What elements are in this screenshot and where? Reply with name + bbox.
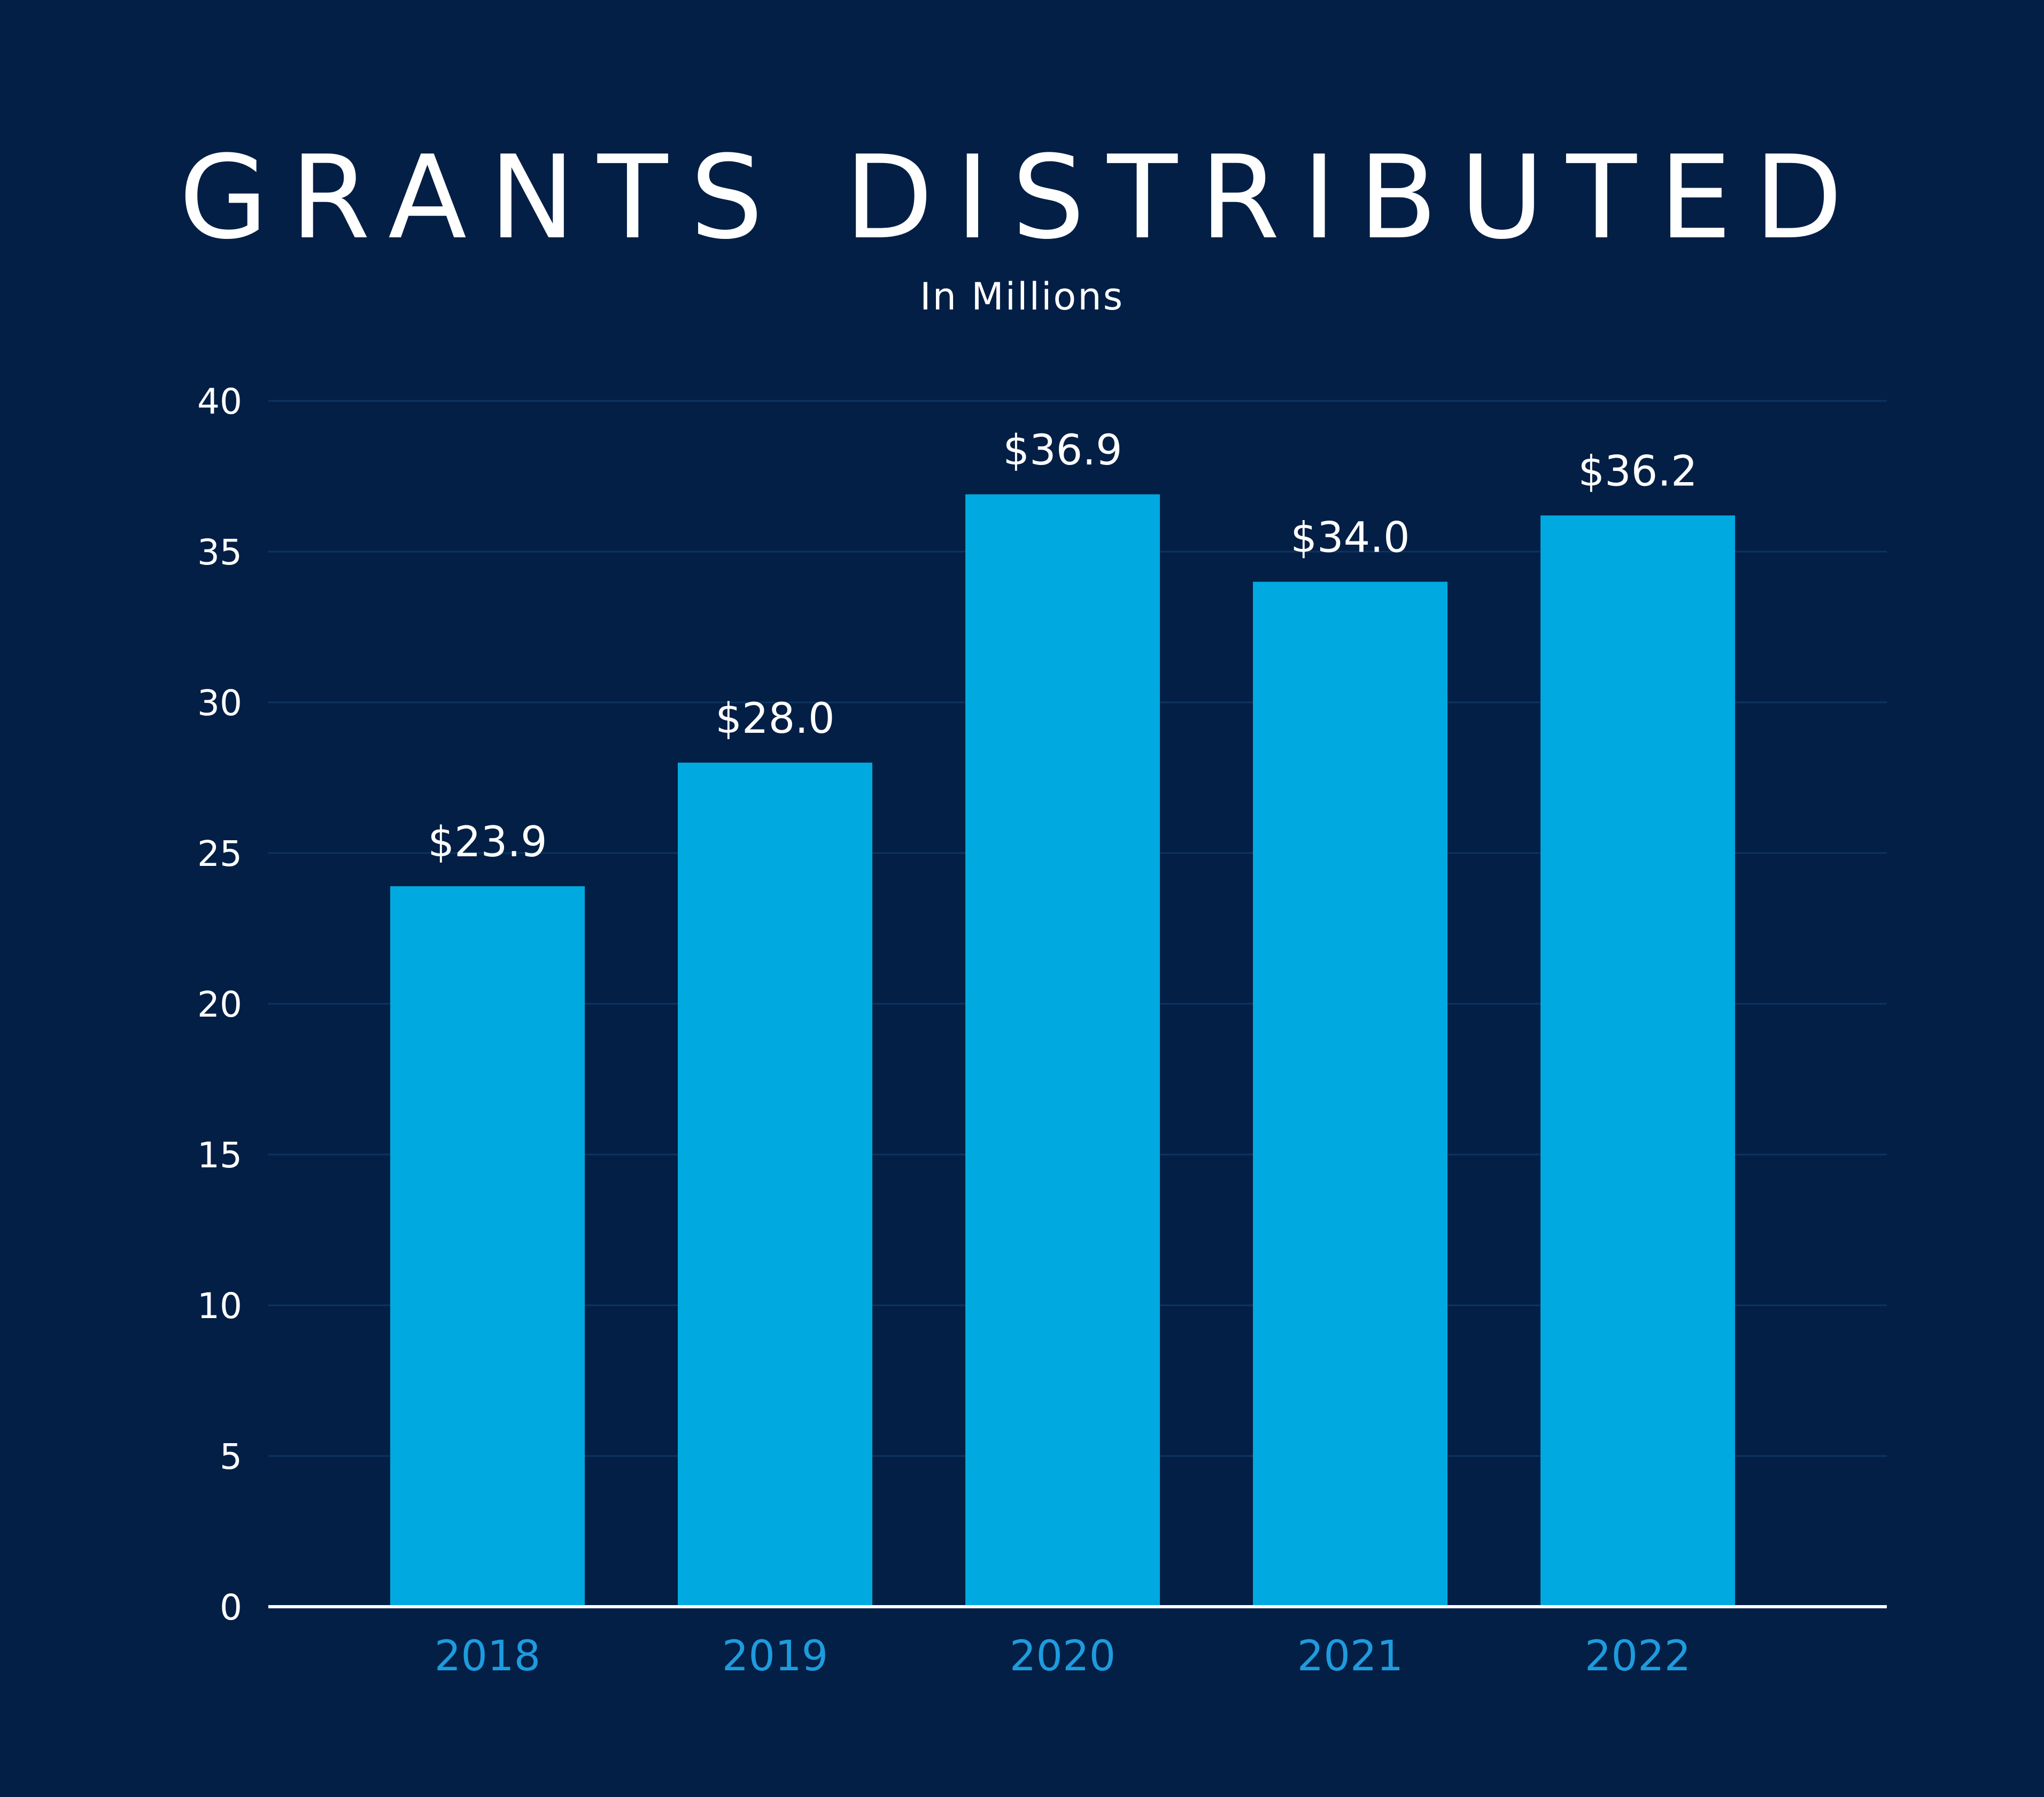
- bar-2022: [1540, 515, 1735, 1607]
- y-tick-label: 5: [220, 1436, 242, 1477]
- chart-subtitle: In Millions: [919, 275, 1125, 319]
- x-tick-label: 2019: [722, 1632, 829, 1680]
- bar-2020: [965, 494, 1160, 1607]
- x-tick-label: 2020: [1010, 1632, 1116, 1680]
- x-tick-label: 2018: [435, 1632, 541, 1680]
- data-labels: $23.9 $28.0 $36.9 $34.0 $36.2: [428, 427, 1697, 866]
- data-label: $34.0: [1290, 514, 1410, 562]
- y-tick-label: 40: [197, 381, 242, 422]
- y-tick-label: 20: [197, 984, 242, 1025]
- chart-title: GRANTS DISTRIBUTED: [179, 130, 1865, 265]
- bar-2018: [390, 886, 585, 1607]
- y-tick-label: 0: [220, 1587, 242, 1628]
- y-axis-ticks: 0 5 10 15 20 25 30 35 40: [197, 381, 242, 1628]
- bar-2019: [678, 762, 872, 1607]
- bar-2021: [1253, 582, 1447, 1607]
- x-tick-label: 2022: [1585, 1632, 1691, 1680]
- bars: [390, 494, 1735, 1607]
- data-label: $36.9: [1003, 427, 1122, 475]
- y-tick-label: 35: [197, 532, 242, 573]
- y-tick-label: 15: [197, 1135, 242, 1176]
- data-label: $36.2: [1578, 447, 1697, 495]
- data-label: $23.9: [428, 818, 547, 866]
- y-tick-label: 25: [197, 833, 242, 874]
- x-axis-ticks: 2018 2019 2020 2021 2022: [435, 1632, 1691, 1680]
- y-tick-label: 10: [197, 1285, 242, 1327]
- y-tick-label: 30: [197, 683, 242, 724]
- x-tick-label: 2021: [1297, 1632, 1404, 1680]
- data-label: $28.0: [715, 695, 834, 743]
